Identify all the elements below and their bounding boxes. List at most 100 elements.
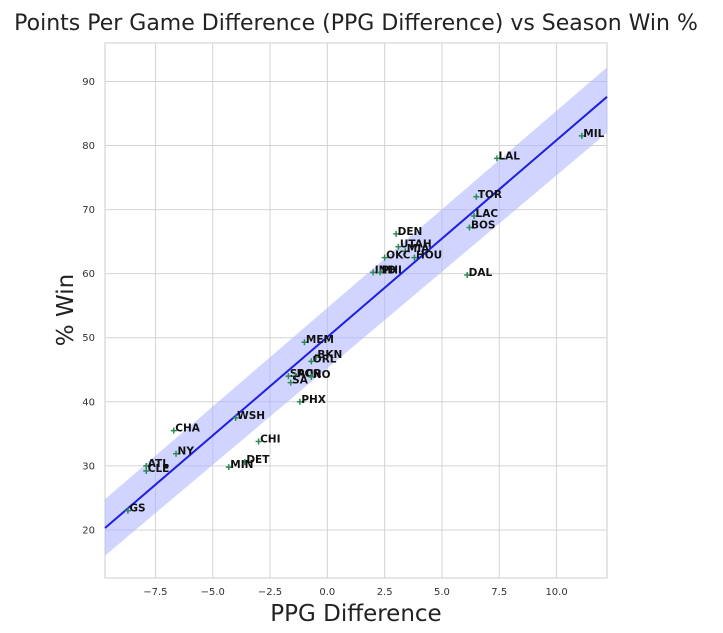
point-marker	[255, 438, 262, 445]
team-point: NO	[308, 369, 331, 381]
y-tick-label: 60	[82, 269, 95, 280]
team-label: MEM	[306, 334, 334, 346]
x-tick-label: −7.5	[143, 587, 167, 598]
point-marker	[381, 254, 388, 261]
team-point: UTAH	[395, 239, 432, 251]
y-tick-label: 20	[82, 525, 95, 536]
y-axis-label: % Win	[53, 274, 79, 346]
team-point: MIN	[225, 459, 253, 471]
team-point: DEN	[393, 226, 422, 238]
team-point: TOR	[473, 189, 502, 201]
team-label: BKN	[317, 349, 342, 361]
team-label: NY	[178, 446, 195, 458]
point-marker	[402, 248, 409, 255]
team-label: DET	[246, 454, 270, 466]
point-marker	[170, 427, 177, 434]
team-label: TOR	[478, 189, 502, 201]
y-ticks: 20 30 40 50 60 70 80 90	[82, 77, 95, 537]
x-ticks: −7.5 −5.0 −2.5 0.0 2.5 5.0 7.5 10.0	[143, 587, 567, 598]
team-label: LAL	[498, 150, 520, 162]
team-point: PHX	[296, 394, 326, 406]
point-marker	[285, 373, 292, 380]
point-marker	[466, 224, 473, 231]
point-marker	[464, 271, 471, 278]
y-tick-label: 70	[82, 205, 95, 216]
team-point: ATL	[143, 458, 169, 470]
point-marker	[393, 230, 400, 237]
team-point: DAL	[464, 267, 493, 279]
point-marker	[143, 462, 150, 469]
x-tick-label: 2.5	[377, 587, 393, 598]
team-point: MIA	[402, 243, 430, 255]
team-label: PHI	[382, 264, 402, 276]
x-tick-label: 10.0	[545, 587, 567, 598]
team-point: BOS	[466, 220, 495, 232]
team-point: LAC	[471, 208, 498, 220]
regression-line-group	[104, 96, 608, 529]
x-tick-label: −2.5	[258, 587, 282, 598]
team-label: PHX	[301, 394, 326, 406]
point-marker	[173, 450, 180, 457]
team-point: CHA	[170, 423, 201, 435]
x-tick-label: 7.5	[491, 587, 507, 598]
x-tick-label: 0.0	[319, 587, 335, 598]
team-point: ORL	[308, 353, 337, 365]
team-point: NY	[173, 446, 194, 458]
y-tick-label: 90	[82, 77, 95, 88]
x-tick-label: −5.0	[201, 587, 225, 598]
point-marker	[471, 212, 478, 219]
team-label: OKC	[386, 250, 411, 262]
point-marker	[308, 358, 315, 365]
point-marker	[241, 459, 248, 466]
team-label: POR	[297, 368, 322, 380]
point-marker	[411, 254, 418, 261]
team-point: DET	[241, 454, 270, 466]
team-label: CHI	[260, 434, 280, 446]
team-label: GS	[129, 503, 145, 515]
point-marker	[308, 373, 315, 380]
point-marker	[232, 414, 239, 421]
team-point: PHI	[377, 264, 402, 276]
point-marker	[377, 269, 384, 276]
team-label: WSH	[237, 410, 265, 422]
team-point: CLE	[143, 463, 169, 475]
point-marker	[493, 155, 500, 162]
team-point: WSH	[232, 410, 265, 422]
team-label: HOU	[416, 250, 442, 262]
y-tick-label: 80	[82, 141, 95, 152]
team-label: ORL	[313, 353, 337, 365]
team-point: CHI	[255, 434, 280, 446]
point-marker	[370, 269, 377, 276]
team-point: MIL	[578, 128, 605, 140]
point-marker	[301, 339, 308, 346]
team-label: SA	[292, 375, 309, 387]
team-label: UTAH	[400, 239, 432, 251]
team-label: MIN	[230, 459, 253, 471]
y-tick-label: 40	[82, 397, 95, 408]
point-marker	[225, 464, 232, 471]
x-tick-label: 5.0	[434, 587, 450, 598]
y-tick-label: 50	[82, 333, 95, 344]
point-marker	[473, 193, 480, 200]
team-point: HOU	[411, 250, 442, 262]
point-marker	[296, 398, 303, 405]
team-label: NO	[313, 369, 331, 381]
team-label: MIL	[583, 128, 604, 140]
team-point: BKN	[312, 349, 342, 361]
point-marker	[143, 468, 150, 474]
team-label: DEN	[398, 226, 423, 238]
point-marker	[395, 243, 402, 250]
team-point: GS	[124, 503, 146, 515]
x-axis-label: PPG Difference	[270, 601, 441, 627]
team-label: ATL	[148, 458, 169, 470]
team-label: CLE	[148, 463, 170, 475]
team-label: LAC	[476, 208, 499, 220]
team-point: LAL	[493, 150, 520, 162]
regression-line	[104, 96, 608, 529]
team-label: MIA	[407, 243, 430, 255]
team-label: DAL	[469, 267, 493, 279]
team-label: CHA	[175, 423, 200, 435]
point-marker	[287, 379, 294, 386]
